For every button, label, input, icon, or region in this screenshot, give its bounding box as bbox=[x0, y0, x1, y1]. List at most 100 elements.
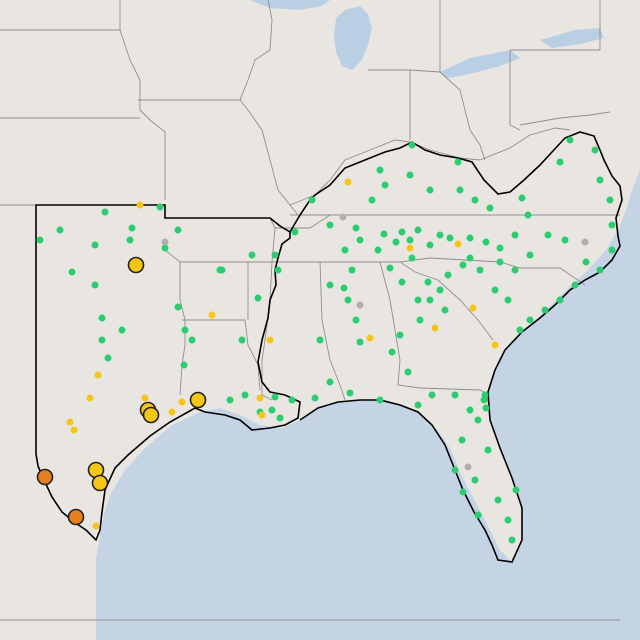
station-marker-good[interactable] bbox=[374, 246, 382, 254]
station-marker-good[interactable] bbox=[516, 326, 524, 334]
station-marker-large-moderate[interactable] bbox=[142, 406, 160, 424]
station-marker-good[interactable] bbox=[181, 326, 189, 334]
station-marker-good[interactable] bbox=[582, 258, 590, 266]
station-marker-good[interactable] bbox=[291, 228, 299, 236]
station-marker-good[interactable] bbox=[451, 391, 459, 399]
station-marker-good[interactable] bbox=[98, 314, 106, 322]
station-marker-good[interactable] bbox=[451, 466, 459, 474]
station-marker-good[interactable] bbox=[466, 406, 474, 414]
station-marker-good[interactable] bbox=[341, 246, 349, 254]
station-marker-good[interactable] bbox=[459, 488, 467, 496]
station-marker-good[interactable] bbox=[596, 176, 604, 184]
station-marker-good[interactable] bbox=[104, 354, 112, 362]
station-marker-good[interactable] bbox=[352, 316, 360, 324]
station-marker-good[interactable] bbox=[596, 266, 604, 274]
station-marker-good[interactable] bbox=[344, 296, 352, 304]
station-marker-good[interactable] bbox=[444, 271, 452, 279]
station-marker-good[interactable] bbox=[484, 446, 492, 454]
station-marker-good[interactable] bbox=[518, 194, 526, 202]
station-marker-moderate[interactable] bbox=[136, 201, 144, 209]
station-marker-moderate[interactable] bbox=[366, 334, 374, 342]
station-marker-good[interactable] bbox=[471, 476, 479, 484]
station-marker-moderate[interactable] bbox=[92, 522, 100, 530]
station-marker-good[interactable] bbox=[161, 244, 169, 252]
station-marker-good[interactable] bbox=[446, 234, 454, 242]
station-marker-moderate[interactable] bbox=[258, 411, 266, 419]
station-marker-good[interactable] bbox=[406, 171, 414, 179]
station-marker-good[interactable] bbox=[466, 254, 474, 262]
station-marker-good[interactable] bbox=[474, 511, 482, 519]
station-marker-good[interactable] bbox=[216, 266, 224, 274]
station-marker-good[interactable] bbox=[98, 336, 106, 344]
station-marker-good[interactable] bbox=[346, 389, 354, 397]
station-marker-good[interactable] bbox=[386, 264, 394, 272]
station-marker-good[interactable] bbox=[424, 278, 432, 286]
station-marker-good[interactable] bbox=[491, 286, 499, 294]
station-marker-good[interactable] bbox=[380, 230, 388, 238]
station-marker-good[interactable] bbox=[512, 486, 520, 494]
station-marker-good[interactable] bbox=[396, 331, 404, 339]
station-marker-good[interactable] bbox=[118, 326, 126, 334]
station-marker-good[interactable] bbox=[352, 224, 360, 232]
station-marker-good[interactable] bbox=[414, 226, 422, 234]
station-marker-moderate[interactable] bbox=[94, 371, 102, 379]
station-marker-good[interactable] bbox=[288, 396, 296, 404]
station-marker-good[interactable] bbox=[571, 281, 579, 289]
station-marker-good[interactable] bbox=[271, 251, 279, 259]
station-marker-good[interactable] bbox=[494, 496, 502, 504]
station-marker-good[interactable] bbox=[398, 278, 406, 286]
station-marker-good[interactable] bbox=[459, 261, 467, 269]
station-marker-moderate[interactable] bbox=[491, 341, 499, 349]
station-marker-good[interactable] bbox=[526, 316, 534, 324]
station-marker-good[interactable] bbox=[91, 281, 99, 289]
station-marker-moderate[interactable] bbox=[344, 178, 352, 186]
station-marker-good[interactable] bbox=[392, 238, 400, 246]
station-marker-good[interactable] bbox=[608, 246, 616, 254]
station-marker-no-data[interactable] bbox=[464, 463, 472, 471]
station-marker-good[interactable] bbox=[541, 306, 549, 314]
station-marker-good[interactable] bbox=[356, 338, 364, 346]
station-marker-good[interactable] bbox=[591, 146, 599, 154]
station-marker-large-moderate[interactable] bbox=[91, 474, 109, 492]
station-marker-good[interactable] bbox=[454, 158, 462, 166]
station-marker-good[interactable] bbox=[436, 286, 444, 294]
station-marker-good[interactable] bbox=[174, 303, 182, 311]
station-marker-good[interactable] bbox=[474, 416, 482, 424]
station-marker-good[interactable] bbox=[388, 348, 396, 356]
station-marker-good[interactable] bbox=[381, 181, 389, 189]
station-marker-good[interactable] bbox=[91, 241, 99, 249]
station-marker-good[interactable] bbox=[326, 221, 334, 229]
station-marker-moderate[interactable] bbox=[168, 408, 176, 416]
station-marker-no-data[interactable] bbox=[581, 238, 589, 246]
station-marker-good[interactable] bbox=[436, 231, 444, 239]
station-marker-moderate[interactable] bbox=[431, 324, 439, 332]
station-marker-good[interactable] bbox=[101, 208, 109, 216]
station-marker-moderate[interactable] bbox=[454, 240, 462, 248]
station-marker-good[interactable] bbox=[426, 296, 434, 304]
station-marker-good[interactable] bbox=[356, 236, 364, 244]
station-marker-good[interactable] bbox=[271, 393, 279, 401]
station-marker-good[interactable] bbox=[276, 414, 284, 422]
station-marker-good[interactable] bbox=[466, 234, 474, 242]
station-marker-good[interactable] bbox=[544, 231, 552, 239]
station-marker-good[interactable] bbox=[368, 196, 376, 204]
station-marker-good[interactable] bbox=[511, 266, 519, 274]
station-marker-good[interactable] bbox=[308, 196, 316, 204]
station-marker-good[interactable] bbox=[428, 391, 436, 399]
station-marker-large-moderate[interactable] bbox=[189, 391, 207, 409]
station-marker-large-moderate[interactable] bbox=[127, 256, 145, 274]
station-marker-good[interactable] bbox=[608, 221, 616, 229]
station-marker-good[interactable] bbox=[426, 186, 434, 194]
station-marker-large-unhealthy[interactable] bbox=[36, 468, 54, 486]
station-marker-moderate[interactable] bbox=[208, 311, 216, 319]
station-marker-good[interactable] bbox=[408, 141, 416, 149]
station-marker-good[interactable] bbox=[526, 251, 534, 259]
station-marker-good[interactable] bbox=[398, 228, 406, 236]
station-marker-good[interactable] bbox=[471, 196, 479, 204]
station-marker-moderate[interactable] bbox=[256, 394, 264, 402]
station-marker-moderate[interactable] bbox=[406, 244, 414, 252]
station-marker-moderate[interactable] bbox=[178, 398, 186, 406]
station-marker-good[interactable] bbox=[426, 241, 434, 249]
station-marker-moderate[interactable] bbox=[266, 336, 274, 344]
